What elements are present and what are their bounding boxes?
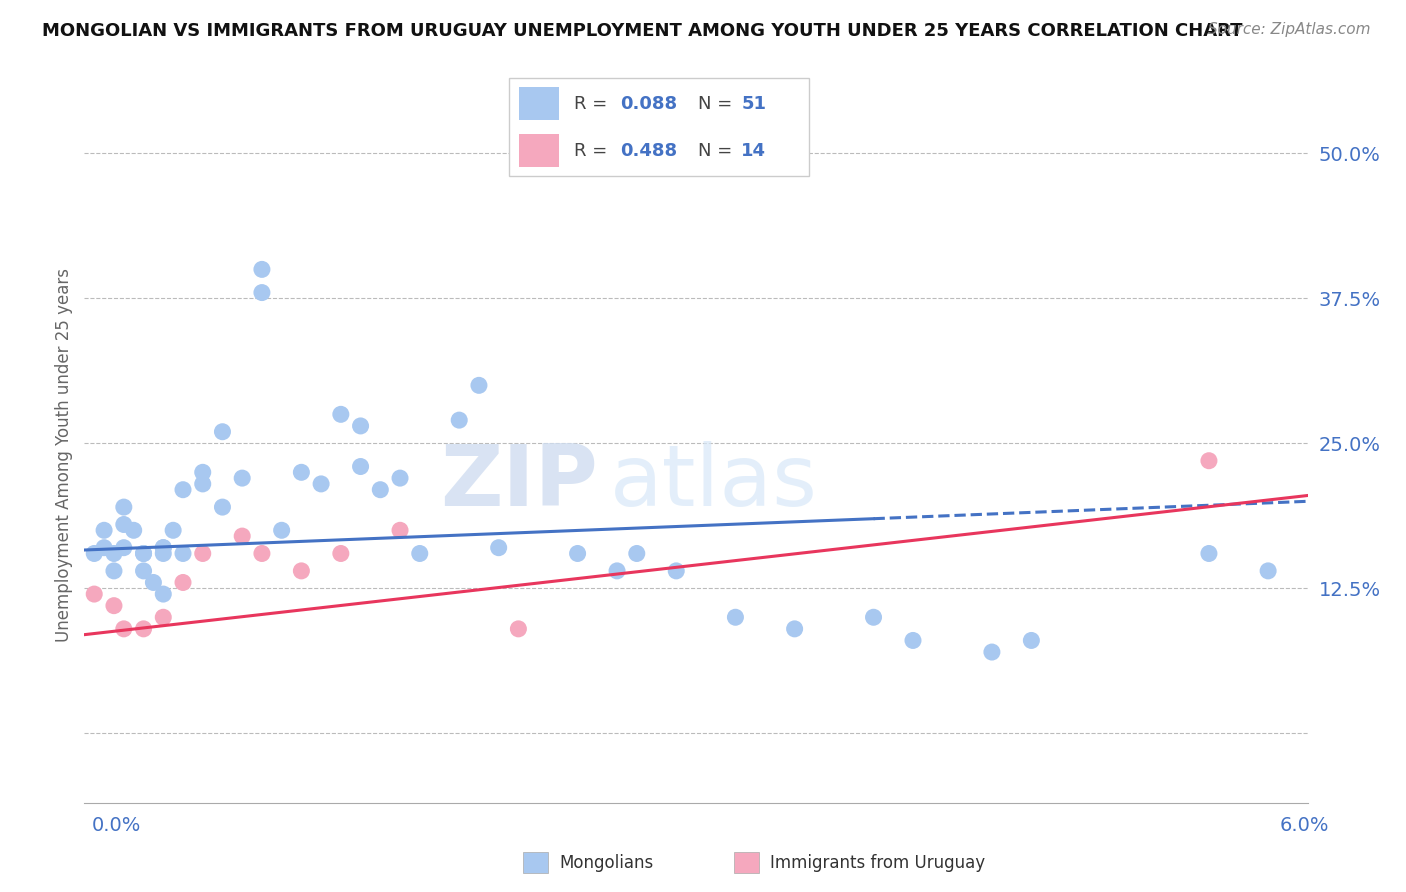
Point [250,285,273,300]
Point [290,466,312,480]
Point [152,587,174,601]
Point [112,517,135,532]
Text: N =: N = [697,95,738,112]
Point [349,459,371,474]
Point [665,564,688,578]
Bar [734,852,759,873]
Point [329,546,352,561]
Point [409,546,432,561]
Point [132,546,155,561]
Point [83,587,105,601]
Point [250,546,273,561]
Point [152,546,174,561]
Point [1198,453,1220,467]
Point [172,575,194,590]
Point [112,541,135,555]
Point [112,500,135,514]
Text: Immigrants from Uruguay: Immigrants from Uruguay [770,854,986,871]
Point [211,425,233,439]
Point [862,610,884,624]
Point [211,500,233,514]
Point [191,476,214,491]
Point [567,546,589,561]
Point [103,546,125,561]
Point [93,541,115,555]
Point [290,564,312,578]
Point [349,419,371,434]
Point [1021,633,1043,648]
Text: N =: N = [697,142,738,160]
Text: atlas: atlas [610,442,818,524]
Text: ZIP: ZIP [440,442,598,524]
Point [103,599,125,613]
Text: 51: 51 [741,95,766,112]
Text: 6.0%: 6.0% [1279,815,1329,835]
Point [389,471,412,485]
Point [191,546,214,561]
Bar [519,135,558,167]
Point [132,622,155,636]
Point [172,483,194,497]
Text: 0.0%: 0.0% [91,815,141,835]
Point [93,523,115,537]
Point [132,546,155,561]
Point [724,610,747,624]
Point [1198,546,1220,561]
Text: Mongolians: Mongolians [560,854,654,871]
Point [488,541,510,555]
Text: R =: R = [574,95,613,112]
Y-axis label: Unemployment Among Youth under 25 years: Unemployment Among Youth under 25 years [55,268,73,642]
Point [468,378,491,392]
Point [626,546,648,561]
Point [152,541,174,555]
Point [250,262,273,277]
Bar [519,87,558,120]
Point [231,529,253,543]
Point [132,564,155,578]
Point [329,407,352,422]
Text: 0.088: 0.088 [620,95,678,112]
Text: 0.488: 0.488 [620,142,678,160]
Point [449,413,471,427]
Point [152,610,174,624]
Point [1257,564,1279,578]
Text: R =: R = [574,142,613,160]
Text: MONGOLIAN VS IMMIGRANTS FROM URUGUAY UNEMPLOYMENT AMONG YOUTH UNDER 25 YEARS COR: MONGOLIAN VS IMMIGRANTS FROM URUGUAY UNE… [42,22,1243,40]
Point [368,483,391,497]
Point [980,645,1002,659]
Text: Source: ZipAtlas.com: Source: ZipAtlas.com [1208,22,1371,37]
Point [508,622,530,636]
Point [901,633,924,648]
Point [783,622,806,636]
Point [309,476,332,491]
FancyBboxPatch shape [509,78,810,177]
Point [142,575,165,590]
Point [270,523,292,537]
Point [83,546,105,561]
Point [606,564,628,578]
Bar [523,852,548,873]
Point [122,523,145,537]
Point [191,466,214,480]
Point [162,523,184,537]
Point [112,622,135,636]
Point [231,471,253,485]
Point [152,541,174,555]
Point [103,564,125,578]
Point [172,546,194,561]
Point [389,523,412,537]
Text: 14: 14 [741,142,766,160]
